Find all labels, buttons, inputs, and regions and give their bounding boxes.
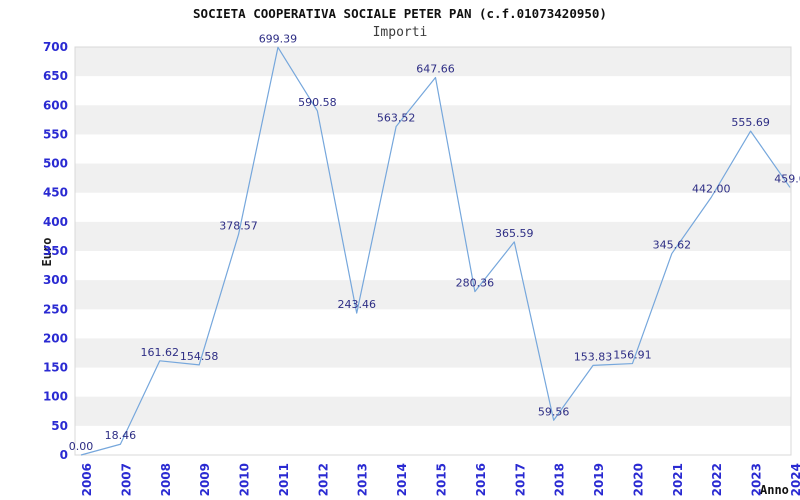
y-tick-label: 250 — [43, 302, 68, 316]
y-tick-label: 650 — [43, 69, 68, 83]
point-label: 161.62 — [141, 346, 180, 359]
grid-band — [75, 163, 791, 193]
x-tick-label: 2011 — [277, 463, 291, 496]
y-tick-label: 0 — [60, 448, 68, 462]
point-label: 59.56 — [538, 405, 570, 418]
point-label: 365.59 — [495, 227, 534, 240]
y-tick-label: 150 — [43, 361, 68, 375]
point-label: 154.58 — [180, 350, 219, 363]
x-tick-label: 2007 — [119, 463, 133, 496]
y-tick-label: 50 — [51, 419, 68, 433]
point-label: 563.52 — [377, 112, 416, 125]
point-label: 442.00 — [692, 182, 731, 195]
x-tick-label: 2016 — [474, 463, 488, 496]
x-tick-label: 2024 — [789, 463, 800, 496]
x-tick-label: 2019 — [592, 463, 606, 496]
y-tick-label: 100 — [43, 390, 68, 404]
point-label: 243.46 — [337, 298, 376, 311]
point-label: 459.0 — [774, 172, 800, 185]
point-label: 647.66 — [416, 63, 455, 76]
point-label: 0.00 — [69, 440, 94, 453]
grid-band — [75, 105, 791, 135]
x-tick-label: 2015 — [435, 463, 449, 496]
x-tick-label: 2021 — [671, 463, 685, 496]
x-tick-label: 2006 — [80, 463, 94, 496]
x-tick-label: 2014 — [395, 463, 409, 496]
y-tick-label: 700 — [43, 40, 68, 54]
y-tick-label: 400 — [43, 215, 68, 229]
y-tick-label: 500 — [43, 157, 68, 171]
x-axis-title: Anno — [760, 483, 789, 497]
y-tick-label: 300 — [43, 273, 68, 287]
point-label: 555.69 — [731, 116, 770, 129]
point-label: 345.62 — [653, 239, 692, 252]
point-label: 280.36 — [456, 277, 495, 290]
y-tick-label: 200 — [43, 331, 68, 345]
x-tick-label: 2023 — [750, 463, 764, 496]
y-tick-label: 350 — [43, 244, 68, 258]
chart-title: SOCIETA COOPERATIVA SOCIALE PETER PAN (c… — [193, 6, 607, 21]
x-tick-label: 2018 — [553, 463, 567, 496]
y-tick-label: 600 — [43, 98, 68, 112]
point-label: 153.83 — [574, 350, 613, 363]
x-tick-label: 2017 — [513, 463, 527, 496]
y-tick-label: 550 — [43, 127, 68, 141]
x-tick-label: 2010 — [238, 463, 252, 496]
y-tick-label: 450 — [43, 186, 68, 200]
point-label: 590.58 — [298, 96, 337, 109]
x-tick-label: 2013 — [356, 463, 370, 496]
grid-band — [75, 338, 791, 368]
chart-subtitle: Importi — [372, 25, 428, 40]
x-tick-label: 2012 — [316, 463, 330, 496]
point-label: 18.46 — [105, 429, 137, 442]
data-line-importi — [80, 46, 791, 456]
plot-border — [74, 46, 792, 456]
point-label: 699.39 — [259, 32, 298, 45]
x-tick-label: 2008 — [159, 463, 173, 496]
point-label: 156.91 — [613, 349, 652, 362]
x-tick-label: 2020 — [631, 463, 645, 496]
grid-band — [75, 221, 791, 251]
point-label: 378.57 — [219, 219, 258, 232]
x-tick-label: 2022 — [710, 463, 724, 496]
grid-band — [75, 47, 791, 77]
grid-band — [75, 280, 791, 310]
x-tick-label: 2009 — [198, 463, 212, 496]
grid-band — [75, 396, 791, 426]
